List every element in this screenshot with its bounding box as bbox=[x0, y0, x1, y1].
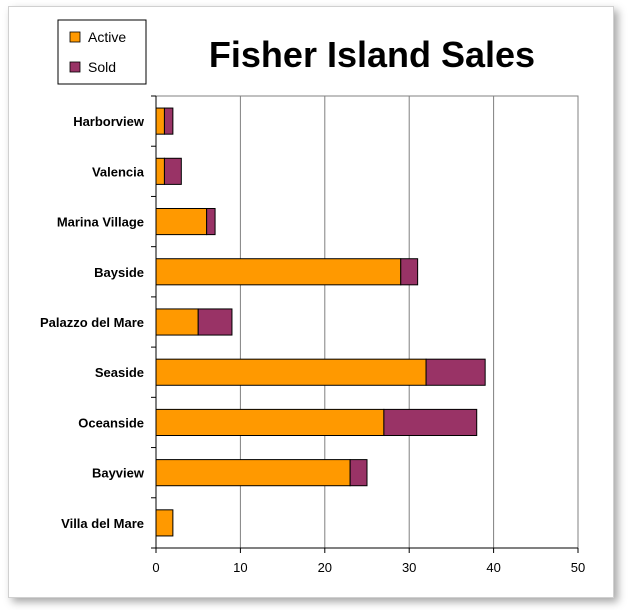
bar-sold bbox=[197, 308, 233, 336]
bar-sold bbox=[163, 107, 174, 135]
bar-sold bbox=[163, 157, 182, 185]
bar-sold bbox=[383, 408, 478, 437]
bar-active bbox=[155, 408, 385, 437]
category-label: Valencia bbox=[92, 164, 145, 179]
legend-swatch-sold bbox=[69, 61, 81, 73]
bar-active bbox=[155, 358, 427, 386]
bar-active bbox=[155, 308, 199, 336]
category-label: Bayside bbox=[94, 265, 144, 280]
x-tick-label: 30 bbox=[402, 560, 416, 575]
bars bbox=[155, 107, 486, 537]
category-label: Seaside bbox=[95, 365, 144, 380]
bar-active bbox=[155, 258, 402, 286]
axes bbox=[151, 95, 578, 549]
x-tick-label: 50 bbox=[571, 560, 585, 575]
category-label: Marina Village bbox=[57, 215, 144, 230]
x-tick-label: 10 bbox=[233, 560, 247, 575]
chart-title: Fisher Island Sales bbox=[209, 34, 535, 75]
bar-active bbox=[155, 459, 351, 487]
category-label: Villa del Mare bbox=[61, 516, 144, 531]
x-tick-label: 0 bbox=[152, 560, 159, 575]
category-labels: Harborview Valencia Marina Village Bayside P… bbox=[40, 114, 145, 531]
x-tick-label: 40 bbox=[486, 560, 500, 575]
legend-label-active: Active bbox=[88, 29, 126, 45]
bar-sold bbox=[206, 207, 216, 236]
category-label: Oceanside bbox=[78, 415, 144, 430]
legend-swatch-active bbox=[69, 31, 81, 43]
bar-active bbox=[155, 157, 165, 185]
legend: Active Sold bbox=[57, 19, 147, 85]
category-label: Bayview bbox=[92, 466, 145, 481]
category-label: Harborview bbox=[73, 114, 145, 129]
bar-sold bbox=[425, 358, 486, 386]
bar-sold bbox=[349, 459, 368, 487]
tick-labels: 0 10 20 30 40 50 bbox=[152, 548, 585, 575]
bar-active bbox=[155, 107, 165, 135]
x-tick-label: 20 bbox=[318, 560, 332, 575]
bar-sold bbox=[400, 258, 419, 286]
legend-box bbox=[57, 19, 147, 85]
category-label: Palazzo del Mare bbox=[40, 315, 144, 330]
bar-active bbox=[155, 509, 174, 537]
legend-label-sold: Sold bbox=[88, 59, 116, 75]
bar-active bbox=[155, 207, 208, 236]
